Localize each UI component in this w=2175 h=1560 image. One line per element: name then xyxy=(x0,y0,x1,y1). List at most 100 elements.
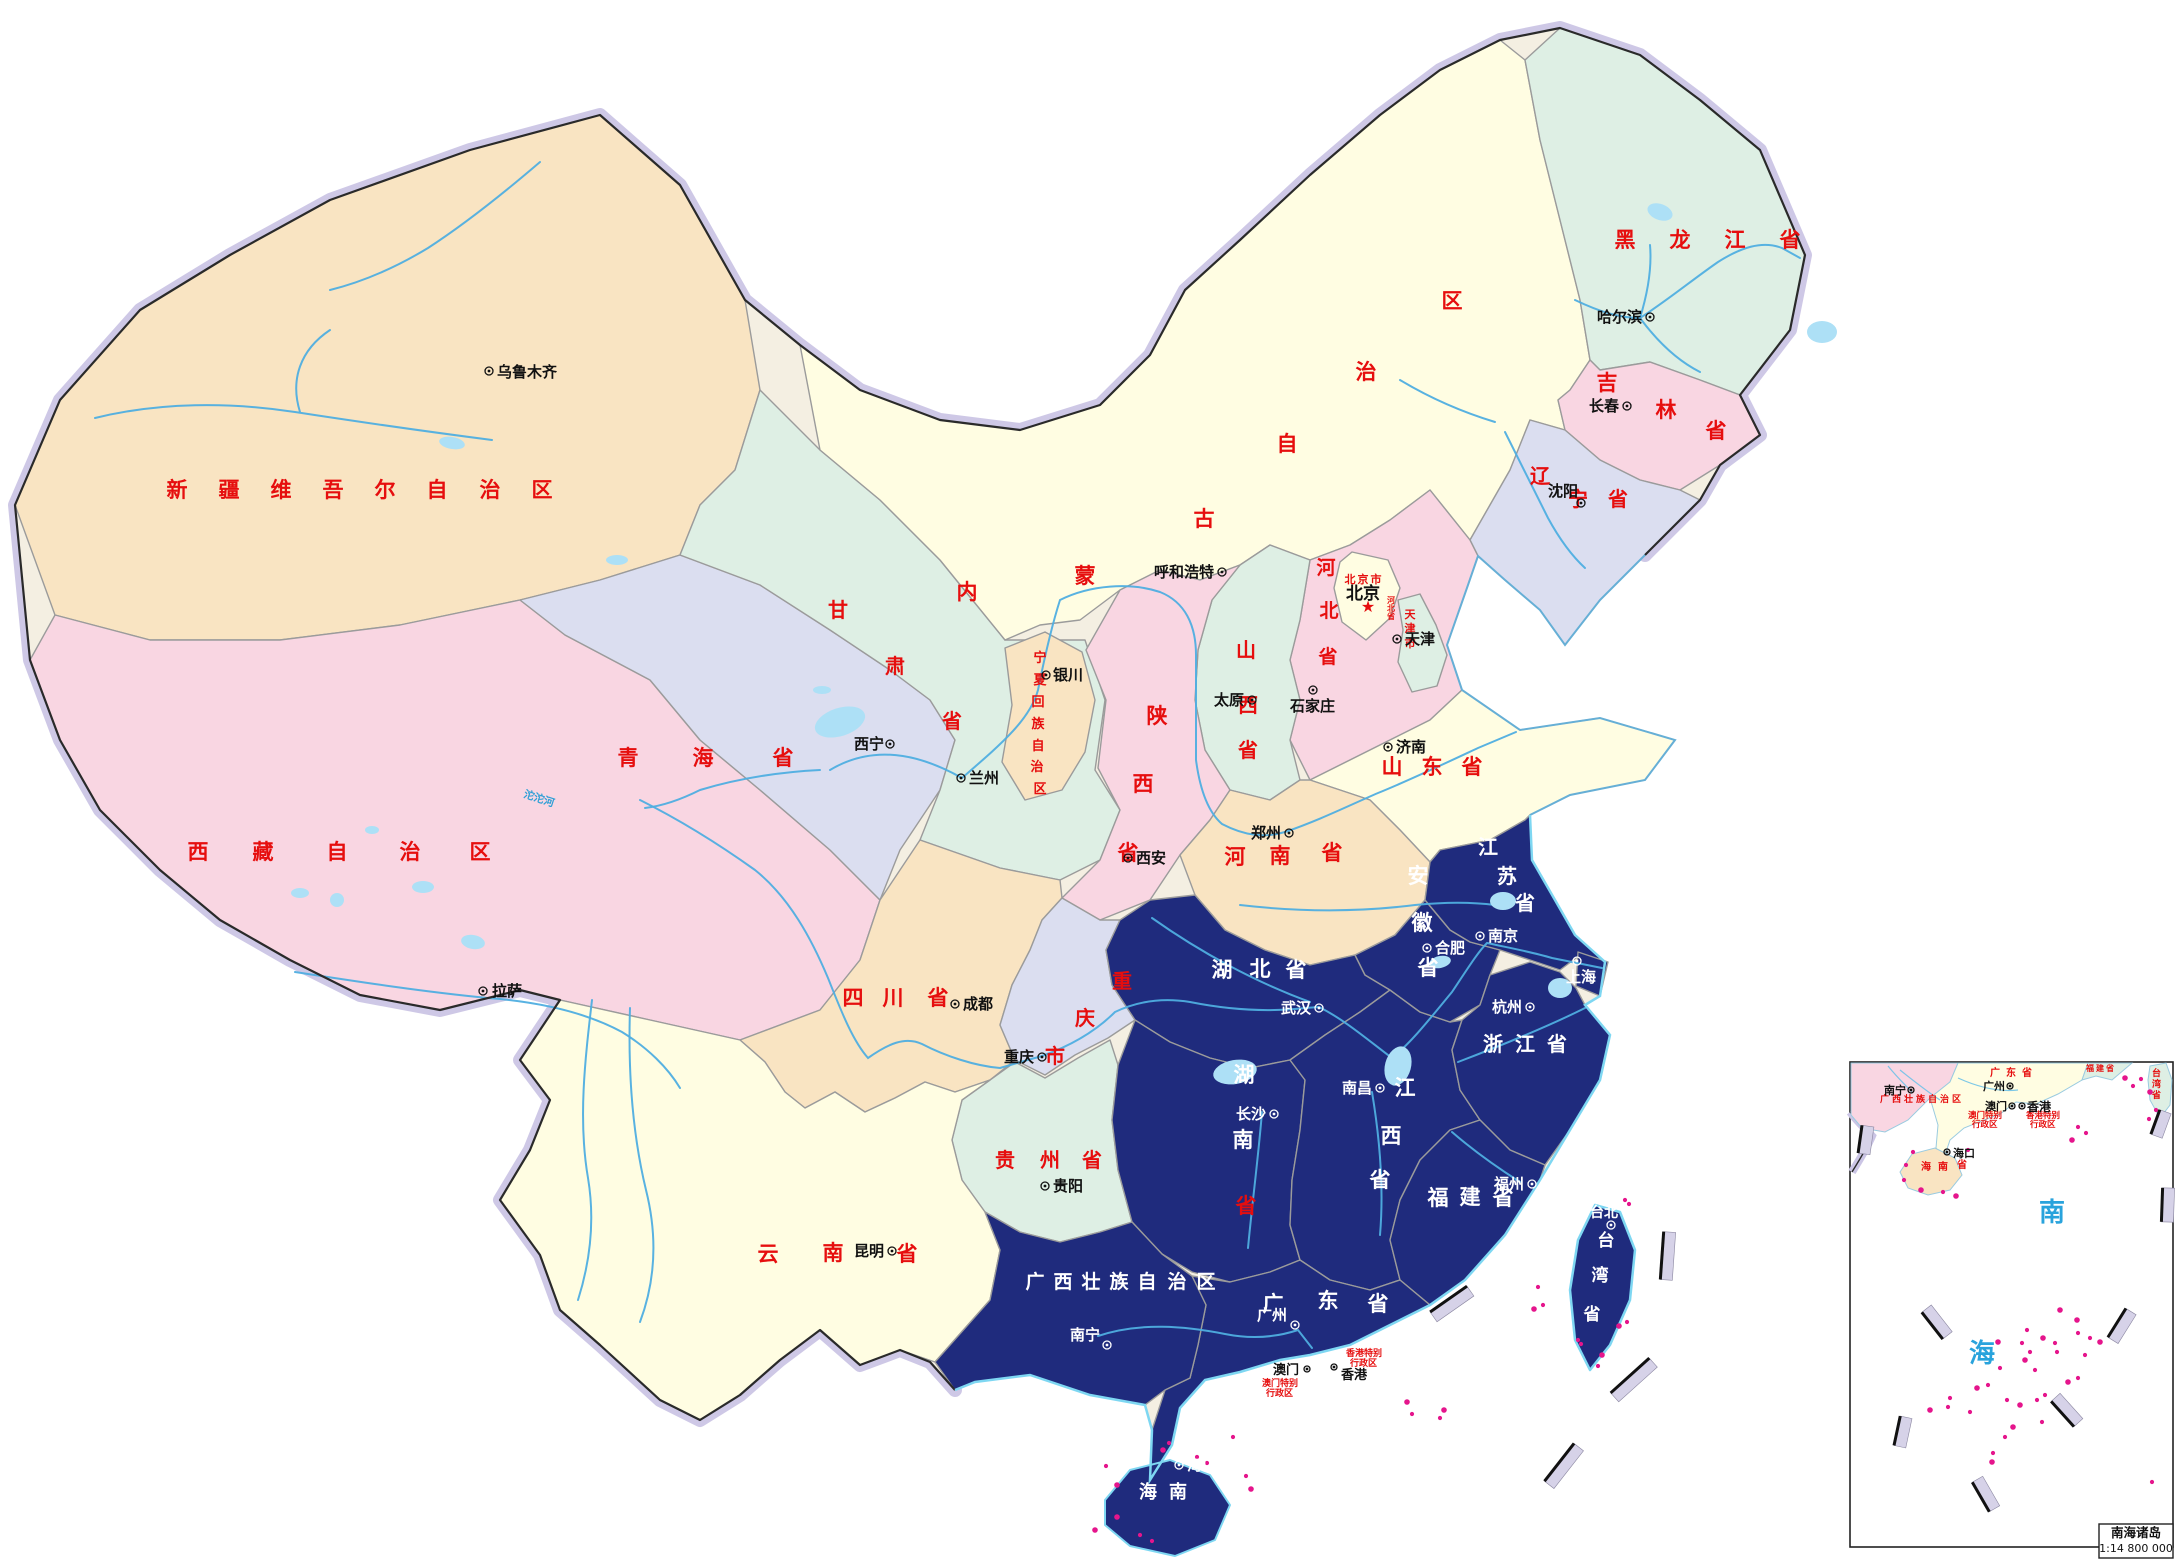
island-dot xyxy=(1995,1339,2001,1345)
label-qinghai: 省 xyxy=(772,746,794,770)
island-dot xyxy=(1626,1201,1632,1207)
label-yunnan: 省 xyxy=(896,1242,918,1266)
label-guangxi: 广 xyxy=(1025,1270,1044,1293)
label-jiangxi: 省 xyxy=(1369,1168,1391,1192)
label-fujian: 建 xyxy=(1460,1185,1481,1209)
svg-text:★: ★ xyxy=(1361,597,1375,616)
city-label-shenyang: 沈阳 xyxy=(1548,482,1578,500)
island-dot xyxy=(2017,1402,2023,1408)
island-dot xyxy=(1624,1319,1630,1325)
country-border-line xyxy=(13,26,1807,1422)
island-dot xyxy=(1137,1532,1143,1538)
label-xinjiang: 吾 xyxy=(323,478,344,502)
label-anhui: 省 xyxy=(1417,956,1439,980)
city-tianjin: 天津 xyxy=(1392,630,1435,648)
inset-label: 省 xyxy=(1956,1158,1967,1171)
label-ningxia: 回 xyxy=(1031,695,1044,710)
label-neimenggu: 内 xyxy=(957,580,978,604)
inset-labels: 广西壮族自治区广东省福建省台湾省澳门特别行政区香港特别行政区海南省南海 xyxy=(1880,1063,2161,1369)
inset-label: 建 xyxy=(2095,1063,2105,1073)
inset-label: 省 xyxy=(2151,1089,2161,1101)
city-label-taiyuan: 太原 xyxy=(1214,691,1244,709)
rivers xyxy=(94,161,1801,1349)
lakes xyxy=(291,203,1837,1086)
island-dot xyxy=(2083,1130,2089,1136)
inset-label: 行政区 xyxy=(2029,1119,2056,1130)
city-nanning: 南宁 xyxy=(1070,1326,1112,1350)
label-taiwan: 省 xyxy=(1583,1304,1601,1325)
city-fuzhou: 福州 xyxy=(1493,1175,1537,1193)
island-dot xyxy=(1599,1352,1605,1358)
inset-label: 省 xyxy=(2021,1066,2032,1079)
river-yellow xyxy=(829,585,1517,837)
river-irtysh xyxy=(329,161,541,291)
island-dot xyxy=(1953,1193,1959,1199)
city-label-i-macau: 澳门 xyxy=(1985,1099,2007,1113)
island-dot xyxy=(1114,1514,1120,1520)
river-liao xyxy=(1399,379,1586,569)
island-dot xyxy=(2069,1137,2075,1143)
island-dot xyxy=(1531,1306,1537,1312)
dash-line-wall xyxy=(1658,1231,1676,1281)
label-beijing: 北 xyxy=(1345,572,1356,586)
label-xizang: 自 xyxy=(327,840,348,864)
island-dot xyxy=(2054,1349,2060,1355)
city-xining: 西宁 xyxy=(854,735,895,753)
island-dot xyxy=(1985,1382,1991,1388)
city-changsha: 长沙 xyxy=(1236,1105,1279,1123)
island-dot xyxy=(1947,1395,1953,1401)
river-min xyxy=(1451,1131,1521,1183)
label-henan: 省 xyxy=(1321,841,1343,865)
city-label-shanghai: 上海 xyxy=(1566,968,1596,986)
label-chongqing: 市 xyxy=(1045,1044,1065,1068)
inset-label: 族 xyxy=(1916,1093,1926,1105)
city-label-lhasa: 拉萨 xyxy=(492,982,522,1000)
label-taiwan: 湾 xyxy=(1592,1265,1609,1286)
label-guangdong: 广 xyxy=(1263,1292,1284,1316)
city-taipei: 台北 xyxy=(1590,1204,1618,1230)
city-label-tianjin: 天津 xyxy=(1405,630,1435,648)
river-nu xyxy=(577,999,593,1301)
inset-scale: 1:14 800 000 xyxy=(2099,1542,2173,1555)
small-label: 北 xyxy=(1387,603,1395,613)
city-i-nanning: 南宁 xyxy=(1884,1083,1915,1097)
island-dot xyxy=(2010,1424,2016,1430)
island-dot xyxy=(2130,1083,2136,1089)
sea-label: 海 xyxy=(1969,1339,1995,1369)
city-shenyang: 沈阳 xyxy=(1548,482,1586,508)
label-guangdong: 东 xyxy=(1318,1289,1339,1313)
label-shanxi: 山 xyxy=(1236,638,1256,662)
inset-south-china-sea: 广西壮族自治区广东省福建省台湾省澳门特别行政区香港特别行政区海南省南海 南宁 广州… xyxy=(1846,1061,2175,1559)
island-dot xyxy=(1535,1284,1541,1290)
island-dot xyxy=(1903,1162,1909,1168)
label-xizang: 治 xyxy=(400,840,421,864)
label-shandong: 东 xyxy=(1422,755,1443,779)
island-dot xyxy=(2075,1375,2081,1381)
label-neimenggu: 区 xyxy=(1442,289,1463,313)
river-han xyxy=(1151,917,1311,1003)
label-ningxia: 治 xyxy=(1030,759,1043,775)
label-shandong: 省 xyxy=(1461,755,1483,779)
island-dot xyxy=(1967,1409,1973,1415)
island-dot xyxy=(1248,1486,1254,1492)
label-beijing: 京 xyxy=(1358,572,1369,586)
island-dot xyxy=(1918,1187,1924,1193)
label-zhejiang: 江 xyxy=(1515,1032,1535,1056)
inset-label: 广 xyxy=(1990,1066,2000,1079)
islands-inset xyxy=(1901,1075,2162,1493)
city-label-yinchuan: 银川 xyxy=(1053,666,1083,684)
island-dot xyxy=(1945,1404,1951,1410)
island-dot xyxy=(1974,1385,1980,1391)
city-label-i-nanning: 南宁 xyxy=(1884,1083,1906,1097)
lake xyxy=(813,686,831,694)
label-neimenggu: 蒙 xyxy=(1075,564,1096,588)
province-ningxia xyxy=(1001,631,1096,801)
label-ningxia: 族 xyxy=(1031,716,1045,732)
label-hainan: 海 xyxy=(1139,1481,1157,1503)
city-label-nanning: 南宁 xyxy=(1070,1326,1100,1344)
label-gansu: 肃 xyxy=(885,654,905,678)
lake xyxy=(1548,978,1572,998)
label-heilongjiang: 黑 xyxy=(1615,228,1636,252)
label-shanxi: 西 xyxy=(1238,693,1258,717)
label-jiangxi: 西 xyxy=(1381,1124,1402,1148)
